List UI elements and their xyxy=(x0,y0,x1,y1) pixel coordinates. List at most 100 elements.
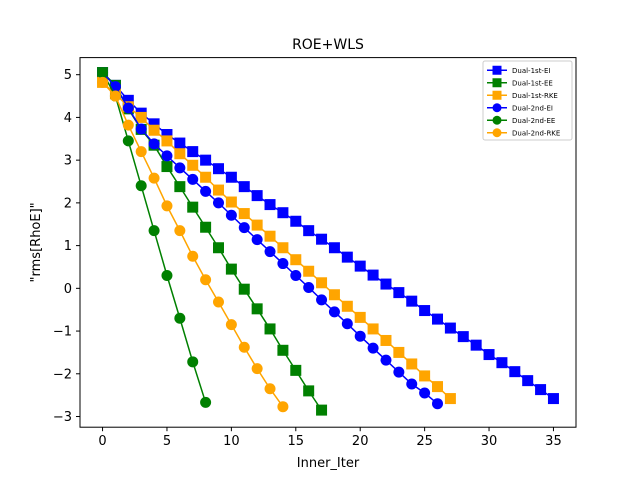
data-point xyxy=(380,354,392,366)
data-point xyxy=(200,185,212,197)
data-point xyxy=(161,135,173,147)
data-point xyxy=(303,225,315,237)
series-dual-2nd-ei xyxy=(97,67,444,410)
data-point xyxy=(303,385,315,397)
data-point xyxy=(547,393,559,405)
data-point xyxy=(328,242,340,254)
y-tick-label: 0 xyxy=(64,282,72,297)
data-point xyxy=(161,129,173,141)
data-point xyxy=(187,146,199,158)
data-point xyxy=(187,356,199,368)
data-point xyxy=(251,303,263,315)
legend-item: Dual-1st-RKE xyxy=(487,90,558,100)
data-point xyxy=(238,208,250,220)
data-point xyxy=(200,396,212,408)
data-point xyxy=(328,289,340,301)
data-point xyxy=(444,322,456,334)
data-point xyxy=(161,161,173,173)
data-point xyxy=(174,181,186,193)
data-point xyxy=(354,330,366,342)
data-point xyxy=(238,283,250,295)
x-tick-label: 30 xyxy=(481,434,498,449)
data-point xyxy=(419,305,431,317)
data-point xyxy=(161,270,173,282)
data-point xyxy=(393,287,405,299)
data-point xyxy=(212,242,224,254)
y-axis: −3 −2 −1 0 1 2 3 4 5 xyxy=(53,68,80,425)
data-point xyxy=(290,364,302,376)
data-point xyxy=(174,312,186,324)
legend-marker xyxy=(492,128,502,138)
data-point xyxy=(200,221,212,233)
data-point xyxy=(290,215,302,227)
data-point xyxy=(225,263,237,275)
legend-marker xyxy=(492,65,502,75)
data-point xyxy=(200,274,212,286)
legend-marker xyxy=(492,78,502,88)
y-tick-label: −3 xyxy=(53,410,72,425)
data-point xyxy=(354,260,366,272)
data-point xyxy=(122,94,134,106)
y-tick-label: 5 xyxy=(64,68,72,83)
data-point xyxy=(122,135,134,147)
data-point xyxy=(316,404,328,416)
series-line xyxy=(102,81,451,400)
data-point xyxy=(432,398,444,410)
x-tick-label: 5 xyxy=(163,434,171,449)
data-point xyxy=(380,278,392,290)
data-point xyxy=(316,233,328,245)
data-point xyxy=(264,199,276,211)
data-point xyxy=(238,222,250,234)
data-point xyxy=(174,162,186,174)
data-point xyxy=(148,118,160,130)
x-tick-label: 10 xyxy=(223,434,240,449)
y-tick-label: −1 xyxy=(53,325,72,340)
data-point xyxy=(341,251,353,263)
data-point xyxy=(251,363,263,375)
data-point xyxy=(406,378,418,390)
data-point xyxy=(290,270,302,282)
data-point xyxy=(109,81,121,93)
data-point xyxy=(483,349,495,361)
data-point xyxy=(135,123,147,135)
data-point xyxy=(109,90,121,102)
data-point xyxy=(393,366,405,378)
data-point xyxy=(174,148,186,160)
data-point xyxy=(380,334,392,346)
data-point xyxy=(264,383,276,395)
y-tick-label: 2 xyxy=(64,196,72,211)
data-point xyxy=(148,124,160,136)
legend-label: Dual-2nd-EI xyxy=(512,104,553,112)
x-tick-label: 0 xyxy=(98,434,106,449)
data-point xyxy=(187,159,199,171)
legend-marker xyxy=(492,90,502,100)
data-point xyxy=(277,344,289,356)
data-point xyxy=(212,197,224,209)
legend-item: Dual-2nd-EI xyxy=(487,103,553,113)
y-tick-label: 1 xyxy=(64,239,72,254)
data-point xyxy=(225,171,237,183)
data-point xyxy=(251,234,263,246)
data-point xyxy=(212,184,224,196)
data-point xyxy=(496,357,508,369)
legend-item: Dual-1st-EI xyxy=(487,65,550,75)
data-point xyxy=(135,180,147,192)
x-axis-label: Inner_Iter xyxy=(297,456,360,471)
chart-title: ROE+WLS xyxy=(292,37,364,53)
series-dual-2nd-rke xyxy=(97,76,289,413)
data-point xyxy=(251,219,263,231)
data-point xyxy=(406,295,418,307)
data-point xyxy=(277,401,289,413)
data-point xyxy=(161,200,173,212)
data-point xyxy=(444,393,456,405)
legend-marker xyxy=(492,115,502,125)
data-point xyxy=(522,375,534,387)
legend-label: Dual-2nd-EE xyxy=(512,117,555,125)
data-point xyxy=(238,181,250,193)
data-point xyxy=(212,163,224,175)
data-point xyxy=(277,258,289,270)
plot-frame xyxy=(79,57,577,428)
data-point xyxy=(303,281,315,293)
data-point xyxy=(97,76,109,88)
data-point xyxy=(225,319,237,331)
